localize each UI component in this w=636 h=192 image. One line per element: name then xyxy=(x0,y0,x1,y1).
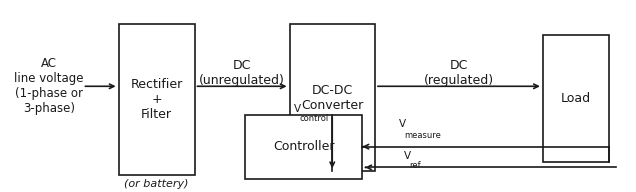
Text: ref: ref xyxy=(409,161,421,170)
Text: DC-DC
Converter: DC-DC Converter xyxy=(301,84,363,112)
Text: V: V xyxy=(294,104,301,114)
Text: measure: measure xyxy=(404,131,441,140)
Bar xyxy=(245,115,363,179)
Text: Load: Load xyxy=(561,92,591,105)
Text: Rectifier
+
Filter: Rectifier + Filter xyxy=(130,78,183,121)
Text: control: control xyxy=(299,114,328,123)
Bar xyxy=(543,35,609,162)
Text: DC
(unregulated): DC (unregulated) xyxy=(199,59,285,87)
Text: V: V xyxy=(404,151,411,161)
Text: V: V xyxy=(399,119,406,129)
Text: Controller: Controller xyxy=(273,140,335,153)
Bar xyxy=(289,24,375,171)
Text: (or battery): (or battery) xyxy=(124,179,189,189)
Text: AC
line voltage
(1-phase or
3-phase): AC line voltage (1-phase or 3-phase) xyxy=(14,57,83,115)
Bar xyxy=(118,24,195,175)
Text: DC
(regulated): DC (regulated) xyxy=(424,59,494,87)
